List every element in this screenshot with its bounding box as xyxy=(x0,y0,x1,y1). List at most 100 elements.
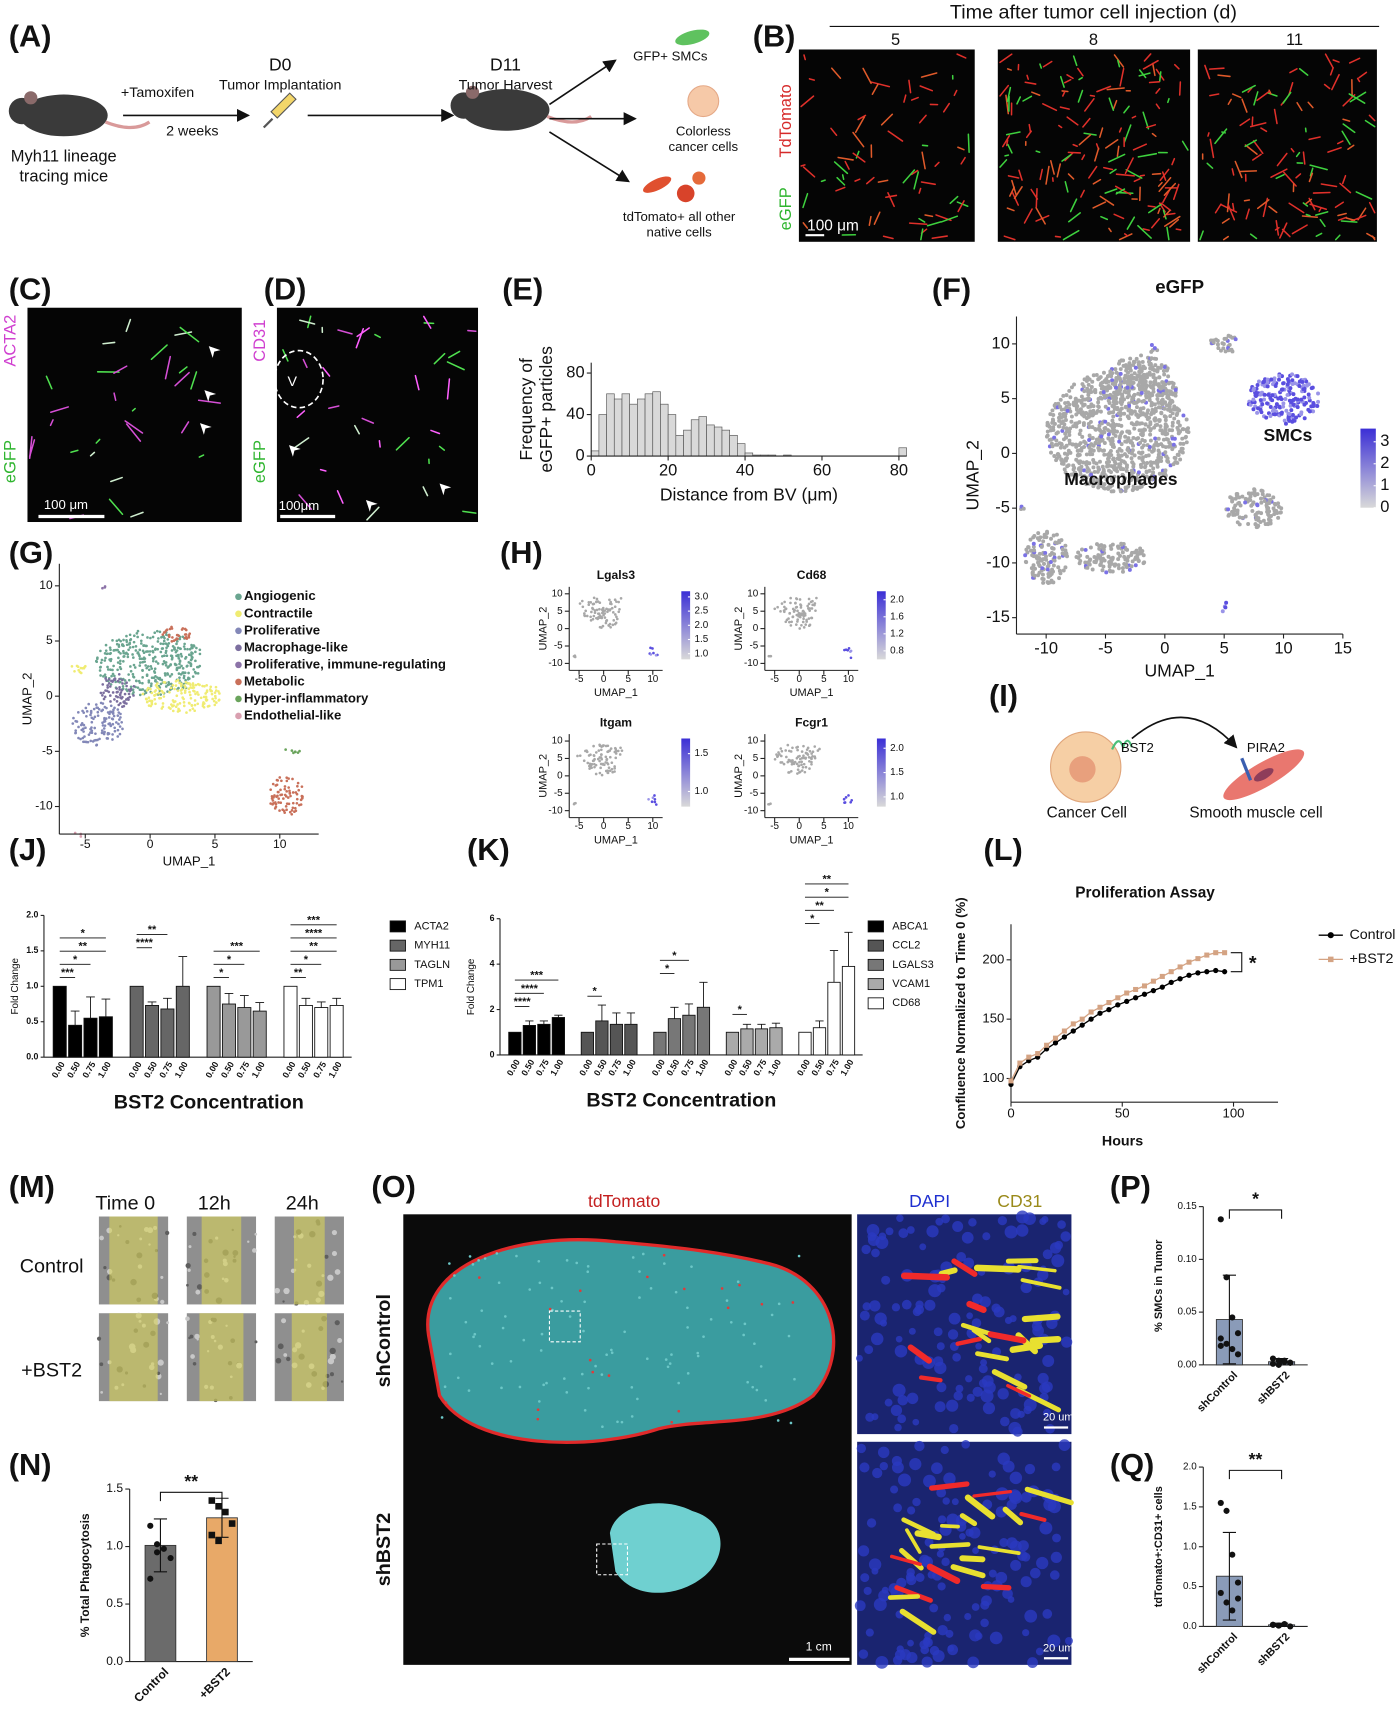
x-tick-label: 0 xyxy=(147,837,154,851)
umap-cell xyxy=(808,609,812,612)
tumor-texture xyxy=(759,1365,763,1368)
umap-cell xyxy=(282,797,285,800)
umap-cell xyxy=(618,753,622,756)
tumor-texture xyxy=(682,1287,686,1291)
umap-cell xyxy=(1178,441,1183,446)
umap-cell xyxy=(1096,426,1101,431)
umap-cell xyxy=(171,684,175,687)
bar xyxy=(740,1028,754,1056)
umap-cell xyxy=(156,662,160,665)
umap-cell xyxy=(592,759,596,762)
data-point xyxy=(147,1522,154,1529)
micrograph-signal xyxy=(1302,202,1309,207)
umap-cell xyxy=(122,638,125,642)
umap-cell xyxy=(296,784,299,788)
umap-cell xyxy=(1082,377,1087,382)
umap-cell xyxy=(1276,515,1281,520)
nucleus xyxy=(860,1573,870,1583)
panel-label: (G) xyxy=(9,535,53,570)
point xyxy=(1070,1028,1076,1034)
umap-cell xyxy=(1085,469,1090,474)
bar xyxy=(129,985,144,1058)
y-tick-label: 0.15 xyxy=(1177,1201,1197,1212)
micrograph-signal xyxy=(467,329,477,332)
micrograph-signal xyxy=(1132,143,1147,151)
tumor-texture xyxy=(518,1385,522,1389)
micrograph-signal xyxy=(1245,208,1250,220)
umap-cell xyxy=(1103,404,1108,409)
umap-cell xyxy=(1137,386,1142,391)
umap-cell xyxy=(1134,422,1139,427)
umap-cell xyxy=(148,650,152,653)
micrograph-signal xyxy=(1023,208,1033,224)
umap-cell xyxy=(1062,451,1067,456)
umap-cell xyxy=(211,697,214,701)
umap-cell xyxy=(1232,508,1237,513)
umap-cell xyxy=(1277,373,1282,378)
nucleus xyxy=(1061,1336,1073,1348)
legend-swatch xyxy=(389,978,406,991)
x-tick-label: 5 xyxy=(625,674,631,685)
umap-cell xyxy=(1173,387,1178,392)
nucleus xyxy=(1035,1647,1044,1656)
umap-cell xyxy=(169,707,172,710)
point xyxy=(1097,1004,1103,1010)
umap-cell xyxy=(620,749,624,752)
micrograph-signal xyxy=(1256,199,1270,210)
x-tick-label: 5 xyxy=(1220,639,1229,657)
umap-cell xyxy=(276,779,280,782)
micrograph-texture xyxy=(274,1287,280,1294)
umap-cell xyxy=(111,639,114,642)
umap-cell xyxy=(1079,464,1084,469)
colorbar-tick-label: 2.0 xyxy=(695,620,709,631)
micrograph-signal xyxy=(1160,202,1172,212)
umap-cell xyxy=(1050,427,1055,432)
umap-cell xyxy=(147,668,151,672)
umap-cell xyxy=(1043,550,1048,555)
umap-cell xyxy=(1129,564,1134,569)
umap-cell xyxy=(1157,393,1162,398)
umap-cell xyxy=(156,640,160,643)
tumor-texture xyxy=(501,1326,505,1330)
umap-cell xyxy=(149,636,152,640)
umap-cell xyxy=(785,755,788,759)
umap-cell xyxy=(1258,407,1263,412)
vessel-signal xyxy=(991,1369,1028,1390)
umap-cell xyxy=(171,644,175,648)
umap-cell xyxy=(273,807,277,810)
umap-cell xyxy=(1129,421,1134,426)
significance-label: * xyxy=(219,967,224,979)
umap-cell xyxy=(1100,448,1105,453)
micrograph-signal xyxy=(957,200,965,213)
micrograph-signal xyxy=(1270,168,1288,178)
micrograph-signal xyxy=(831,67,842,79)
nucleus xyxy=(988,1470,996,1478)
umap-cell xyxy=(813,745,817,748)
label: tracing mice xyxy=(19,167,108,185)
umap-cell xyxy=(1281,404,1286,409)
umap-cell xyxy=(594,772,598,776)
micrograph-signal xyxy=(800,164,806,167)
nucleus xyxy=(979,1296,991,1308)
micrograph-signal xyxy=(178,366,188,374)
umap-cell xyxy=(608,755,612,759)
umap-cell xyxy=(1175,452,1180,457)
umap-cell xyxy=(191,675,195,678)
umap-cell xyxy=(1133,563,1138,568)
umap-cell xyxy=(290,812,294,816)
micrograph-signal xyxy=(354,424,361,435)
legend-label: Macrophage-like xyxy=(244,639,348,654)
umap-cell xyxy=(276,794,279,798)
nucleus xyxy=(907,1639,914,1647)
umap-cell xyxy=(122,700,126,704)
histogram-bar xyxy=(729,434,738,457)
umap-cell xyxy=(1124,368,1129,373)
significance-label: ** xyxy=(184,1471,198,1491)
umap-cell xyxy=(1170,428,1175,433)
data-point xyxy=(1217,1335,1224,1342)
significance-label: **** xyxy=(521,983,539,995)
micrograph-signal xyxy=(1137,152,1158,158)
umap-cell xyxy=(1215,342,1220,347)
umap-cell xyxy=(161,633,165,636)
umap-cell xyxy=(1073,396,1078,401)
